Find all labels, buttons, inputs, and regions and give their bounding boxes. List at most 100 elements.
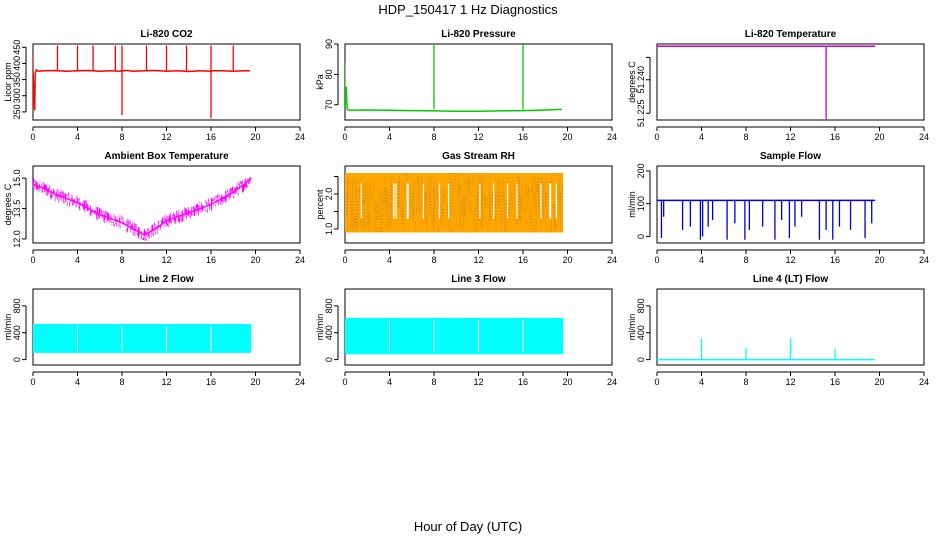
panel-title: Line 4 (LT) Flow [753,274,829,285]
panel-title: Li-820 Pressure [441,29,516,40]
panel-title: Line 2 Flow [139,274,194,285]
x-tick-label: 24 [919,255,929,265]
y-tick-label: 200 [636,163,646,178]
y-tick-label: 0 [324,357,334,362]
x-tick-label: 12 [161,132,171,142]
y-axis-label: kPa [315,74,325,90]
x-tick-label: 4 [699,255,704,265]
y-tick-label: 0 [636,357,646,362]
x-tick-label: 20 [562,377,572,387]
y-tick-label: 400 [324,325,334,340]
x-tick-label: 0 [654,377,659,387]
x-tick-label: 24 [919,377,929,387]
x-tick-label: 12 [473,377,483,387]
x-tick-label: 12 [785,132,795,142]
y-tick-label: 400 [12,56,22,71]
x-tick-label: 12 [161,255,171,265]
y-tick-label: 90 [324,39,334,49]
data-noise-band [33,177,252,241]
plot-frame [656,43,925,121]
x-tick-label: 24 [607,255,617,265]
y-axis-label: degrees C [627,61,637,103]
plot-area [657,199,876,240]
x-tick-label: 4 [387,255,392,265]
chart-panel-3: Li-820 Temperature 0 4 8 12 16 20 24 51.225 51.24… [627,29,929,142]
plot-area [657,45,876,120]
x-tick-label: 20 [562,132,572,142]
x-tick-label: 0 [654,132,659,142]
x-tick-label: 20 [874,377,884,387]
plot-frame [32,165,301,244]
plot-area [345,44,562,112]
plot-frame [656,288,925,366]
x-tick-label: 16 [206,132,216,142]
y-tick-label: 250 [12,104,22,119]
y-tick-label: 51.225 [636,100,646,128]
data-band [345,173,564,233]
y-tick-label: 0 [12,357,22,362]
x-tick-label: 8 [431,377,436,387]
x-tick-label: 0 [30,132,35,142]
data-scatter [345,173,563,233]
y-tick-label: 400 [636,325,646,340]
plot-frame [344,43,613,121]
x-tick-label: 16 [206,377,216,387]
y-tick-label: 15.0 [12,169,22,187]
x-tick-label: 20 [250,377,260,387]
y-axis-label: ml/min [315,314,325,341]
x-tick-label: 24 [295,377,305,387]
chart-panel-6: Sample Flow 0 4 8 12 16 20 24 0 100 200 ml/min [627,151,929,265]
plot-area [345,317,564,355]
x-tick-label: 4 [699,132,704,142]
x-tick-label: 24 [607,132,617,142]
plot-frame [656,165,925,244]
x-tick-label: 12 [161,377,171,387]
x-tick-label: 12 [785,377,795,387]
x-tick-label: 8 [431,132,436,142]
x-tick-label: 20 [874,255,884,265]
plot-area [33,323,252,353]
x-tick-label: 12 [473,255,483,265]
x-tick-label: 8 [119,255,124,265]
y-tick-label: 0 [636,234,646,239]
y-tick-label: 450 [12,40,22,55]
y-tick-label: 2.0 [324,188,334,201]
x-tick-label: 16 [830,132,840,142]
x-tick-label: 8 [743,132,748,142]
x-tick-label: 8 [743,255,748,265]
data-band [33,323,252,353]
y-tick-label: 13.5 [12,200,22,218]
x-tick-label: 4 [387,132,392,142]
y-axis-label: ml/min [627,314,637,341]
x-tick-label: 8 [119,132,124,142]
x-tick-label: 0 [30,377,35,387]
y-tick-label: 12.0 [12,230,22,248]
y-tick-label: 800 [636,298,646,313]
x-tick-label: 16 [830,255,840,265]
x-tick-label: 0 [342,377,347,387]
x-tick-label: 8 [743,377,748,387]
plot-area [657,338,876,361]
data-series-line [33,68,250,111]
panel-title: Gas Stream RH [442,151,515,162]
x-tick-label: 16 [830,377,840,387]
panel-title: Ambient Box Temperature [104,151,229,162]
x-tick-label: 0 [342,255,347,265]
x-tick-label: 12 [785,255,795,265]
figure-x-axis-label: Hour of Day (UTC) [413,519,523,534]
x-tick-label: 8 [431,255,436,265]
panel-title: Sample Flow [760,151,821,162]
y-tick-label: 800 [324,298,334,313]
panel-title: Li-820 Temperature [745,29,837,40]
x-tick-label: 16 [518,255,528,265]
y-tick-label: 100 [636,196,646,211]
y-axis-label: ml/min [3,314,13,341]
x-tick-label: 20 [250,255,260,265]
panel-title: Line 3 Flow [451,274,506,285]
